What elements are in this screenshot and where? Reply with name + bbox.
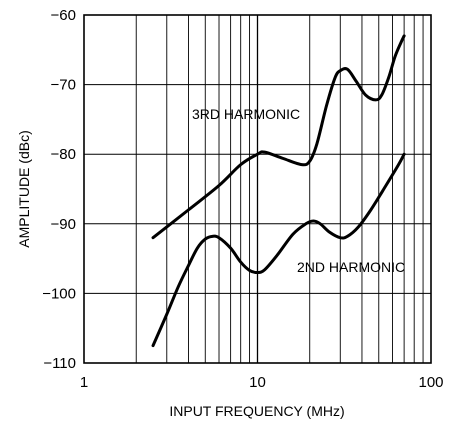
series-label-3rd-harmonic: 3RD HARMONIC (192, 106, 300, 122)
curve-3rd-harmonic (151, 34, 406, 240)
y-tick-label: −100 (42, 285, 76, 302)
y-tick-label: −110 (43, 355, 76, 372)
curve-2nd-harmonic (151, 152, 406, 348)
x-axis-title: INPUT FREQUENCY (MHz) (169, 403, 344, 419)
y-axis-title: AMPLITUDE (dBc) (16, 130, 32, 247)
y-tick-label: −60 (51, 7, 76, 24)
y-tick-label: −90 (51, 216, 76, 233)
x-tick-label: 100 (418, 374, 443, 391)
x-tick-label: 1 (80, 374, 88, 391)
curves (151, 34, 406, 348)
grid (84, 15, 431, 363)
y-tick-labels: −60 −70 −80 −90 −100 −110 (42, 7, 76, 372)
y-tick-label: −70 (51, 77, 76, 94)
plot-frame (83, 14, 432, 364)
x-tick-labels: 1 10 100 (80, 374, 444, 391)
y-tick-label: −80 (51, 146, 76, 163)
series-label-2nd-harmonic: 2ND HARMONIC (297, 259, 405, 275)
x-tick-label: 10 (249, 374, 266, 391)
